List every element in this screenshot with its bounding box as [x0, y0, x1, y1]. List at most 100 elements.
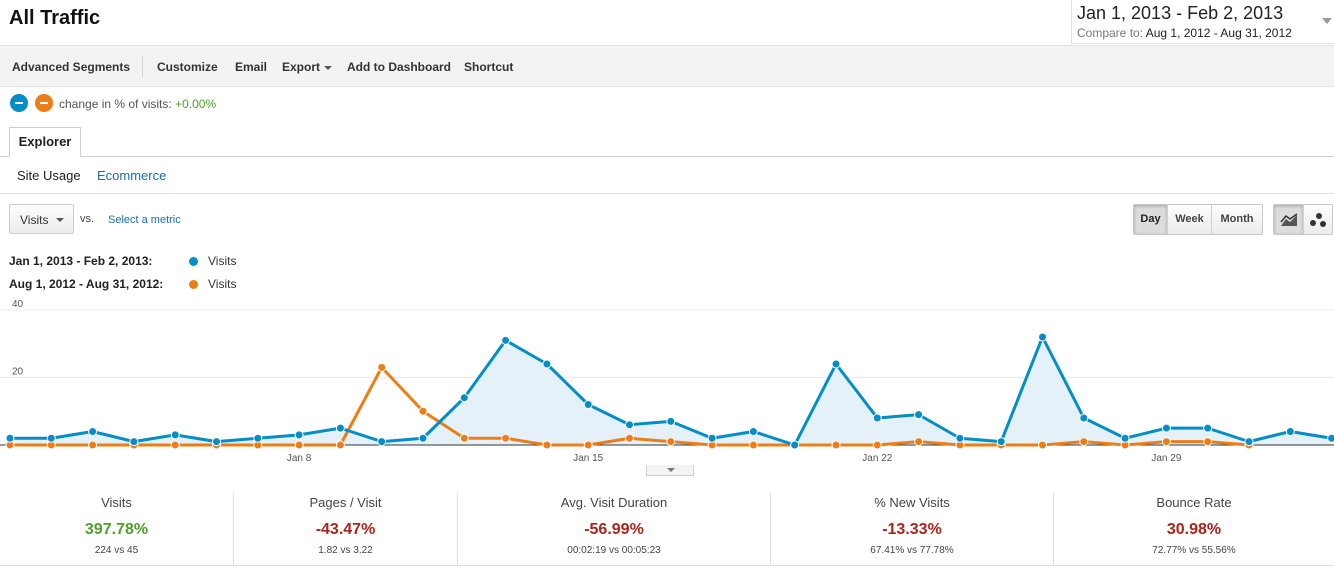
- data-point: [459, 433, 469, 443]
- page-title: All Traffic: [9, 7, 101, 29]
- x-tick-label: Jan 8: [287, 453, 312, 464]
- summary-stat-bounce-rate: Bounce Rate 30.98% 72.77% vs 55.56%: [1053, 493, 1334, 565]
- day-button[interactable]: Day: [1134, 205, 1167, 234]
- summary-stat-visits: Visits 397.78% 224 vs 45: [0, 493, 233, 565]
- tab-explorer[interactable]: Explorer: [9, 127, 81, 157]
- data-point: [831, 440, 841, 450]
- data-point: [335, 423, 345, 433]
- subtab-ecommerce[interactable]: Ecommerce: [97, 168, 167, 183]
- data-point: [501, 335, 511, 345]
- stat-comparison: 00:02:19 vs 00:05:23: [567, 545, 661, 556]
- stat-change: 397.78%: [84, 521, 149, 538]
- data-point: [335, 440, 345, 450]
- stat-comparison: 67.41% vs 77.78%: [870, 545, 954, 556]
- email-button[interactable]: Email: [235, 60, 268, 74]
- motion-chart-icon[interactable]: [1303, 205, 1332, 234]
- granularity-toggle: Day Week Month: [1133, 204, 1263, 235]
- data-point: [88, 427, 98, 436]
- metric-dropdown-label: Visits: [20, 213, 49, 227]
- customize-button[interactable]: Customize: [157, 60, 218, 74]
- data-point: [129, 437, 139, 447]
- report-toolbar: Advanced Segments Customize Email Export…: [0, 45, 1334, 87]
- data-point: [88, 440, 98, 450]
- add-to-dashboard-button[interactable]: Add to Dashboard: [347, 60, 451, 74]
- data-point: [170, 430, 180, 440]
- x-tick-label: Jan 15: [573, 453, 603, 464]
- summary-stat-pages-visit: Pages / Visit -43.47% 1.82 vs 3.22: [233, 493, 457, 565]
- shortcut-button[interactable]: Shortcut: [464, 60, 514, 74]
- line-chart-icon[interactable]: [1274, 205, 1303, 234]
- stat-name: Avg. Visit Duration: [560, 495, 668, 510]
- data-point: [831, 359, 841, 369]
- segment-current-icon[interactable]: [10, 94, 28, 112]
- compare-range: Aug 1, 2012 - Aug 31, 2012: [1145, 26, 1292, 40]
- week-button[interactable]: Week: [1167, 205, 1211, 234]
- segment-compare-icon[interactable]: [35, 94, 53, 112]
- data-point: [583, 400, 593, 409]
- data-point: [253, 433, 263, 443]
- data-point: [1161, 437, 1171, 447]
- data-point: [666, 416, 676, 426]
- vs-label: vs.: [80, 213, 95, 225]
- legend-metric: Visits: [208, 277, 237, 291]
- data-point: [170, 440, 180, 450]
- data-point: [1038, 332, 1047, 342]
- legend-dot: [189, 257, 198, 266]
- chevron-down-icon: [324, 65, 333, 70]
- visits-line-chart: 40 20 Jan 8 Jan 15 Jan 22 Jan 29: [0, 300, 1334, 464]
- data-point: [1038, 440, 1047, 450]
- data-point: [294, 440, 304, 450]
- data-point: [748, 427, 758, 436]
- data-point: [418, 433, 428, 443]
- data-point: [1079, 437, 1089, 447]
- data-point: [212, 437, 221, 447]
- metric-dropdown[interactable]: Visits: [9, 204, 74, 234]
- chevron-down-icon: [667, 468, 675, 472]
- y-tick-label: 20: [12, 367, 24, 378]
- data-point: [1161, 423, 1171, 433]
- x-tick-label: Jan 29: [1151, 453, 1181, 464]
- data-point: [1079, 413, 1089, 423]
- y-tick-label: 40: [12, 300, 24, 310]
- chevron-down-icon: [56, 218, 64, 222]
- legend-range: Jan 1, 2013 - Feb 2, 2013:: [9, 254, 153, 268]
- toolbar-divider: [142, 56, 143, 77]
- stat-change: -13.33%: [882, 521, 942, 538]
- date-range-main: Jan 1, 2013 - Feb 2, 2013: [1077, 3, 1284, 23]
- data-point: [666, 437, 676, 447]
- data-point: [748, 440, 758, 450]
- data-point: [1244, 437, 1254, 447]
- data-point: [377, 362, 387, 372]
- data-point: [872, 413, 882, 423]
- data-point: [501, 433, 511, 443]
- legend-dot: [189, 280, 198, 289]
- export-button[interactable]: Export: [282, 60, 333, 74]
- month-button[interactable]: Month: [1211, 205, 1262, 234]
- x-tick-label: Jan 22: [862, 453, 892, 464]
- chevron-down-icon[interactable]: [1322, 18, 1332, 24]
- data-point: [955, 433, 965, 443]
- data-point: [377, 437, 387, 447]
- data-point: [996, 437, 1006, 447]
- stat-name: Pages / Visit: [309, 495, 382, 510]
- select-metric-link[interactable]: Select a metric: [108, 214, 181, 226]
- stat-change: -43.47%: [315, 521, 376, 538]
- subtab-site-usage[interactable]: Site Usage: [17, 168, 81, 183]
- legend-metric: Visits: [208, 254, 237, 268]
- chart-type-toggle: [1273, 204, 1333, 235]
- stat-name: Visits: [101, 495, 132, 510]
- data-point: [583, 440, 593, 450]
- series-area: [10, 337, 1332, 445]
- data-point: [46, 433, 56, 443]
- subtab-divider: [0, 193, 1334, 194]
- advanced-segments-button[interactable]: Advanced Segments: [12, 60, 131, 74]
- stat-change: -56.99%: [584, 521, 644, 538]
- data-point: [790, 440, 800, 450]
- data-point: [1285, 427, 1295, 436]
- data-point: [1120, 433, 1130, 443]
- stat-change: 30.98%: [1166, 521, 1222, 538]
- chart-collapse-handle[interactable]: [646, 465, 694, 476]
- date-range-picker[interactable]: Jan 1, 2013 - Feb 2, 2013 Compare to: Au…: [1071, 0, 1334, 44]
- data-point: [294, 430, 304, 440]
- segment-change-label: change in % of visits:: [59, 97, 172, 111]
